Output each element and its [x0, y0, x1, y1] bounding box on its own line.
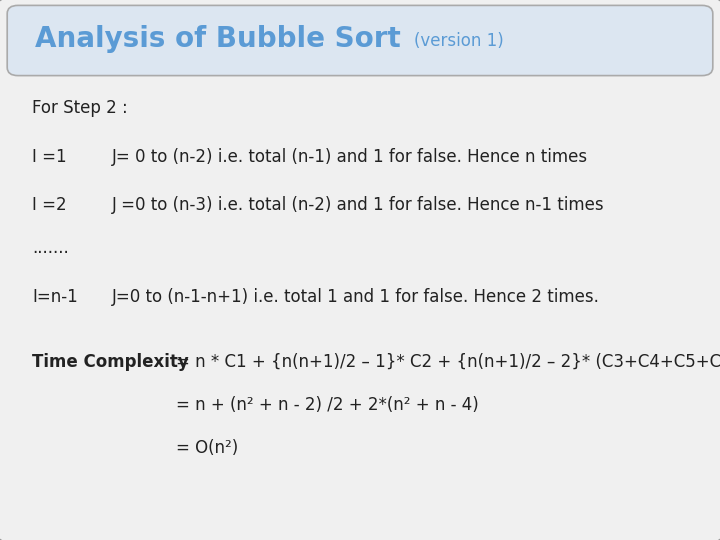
Text: I=n-1: I=n-1 — [32, 288, 78, 306]
Text: Analysis of Bubble Sort: Analysis of Bubble Sort — [35, 25, 400, 53]
Text: J=0 to (n-1-n+1) i.e. total 1 and 1 for false. Hence 2 times.: J=0 to (n-1-n+1) i.e. total 1 and 1 for … — [112, 288, 600, 306]
Text: I =1: I =1 — [32, 147, 67, 166]
Text: = n + (n² + n - 2) /2 + 2*(n² + n - 4): = n + (n² + n - 2) /2 + 2*(n² + n - 4) — [176, 396, 479, 414]
Text: I =2: I =2 — [32, 196, 67, 214]
Text: (version 1): (version 1) — [414, 32, 504, 50]
Text: J= 0 to (n-2) i.e. total (n-1) and 1 for false. Hence n times: J= 0 to (n-2) i.e. total (n-1) and 1 for… — [112, 147, 588, 166]
Text: J =0 to (n-3) i.e. total (n-2) and 1 for false. Hence n-1 times: J =0 to (n-3) i.e. total (n-2) and 1 for… — [112, 196, 604, 214]
Text: = n * C1 + {n(n+1)/2 – 1}* C2 + {n(n+1)/2 – 2}* (C3+C4+C5+C6): = n * C1 + {n(n+1)/2 – 1}* C2 + {n(n+1)/… — [176, 353, 720, 371]
Text: For Step 2 :: For Step 2 : — [32, 99, 128, 117]
Text: .......: ....... — [32, 239, 69, 258]
Text: = O(n²): = O(n²) — [176, 439, 238, 457]
Text: Time Complexity: Time Complexity — [32, 353, 189, 371]
FancyBboxPatch shape — [7, 5, 713, 76]
